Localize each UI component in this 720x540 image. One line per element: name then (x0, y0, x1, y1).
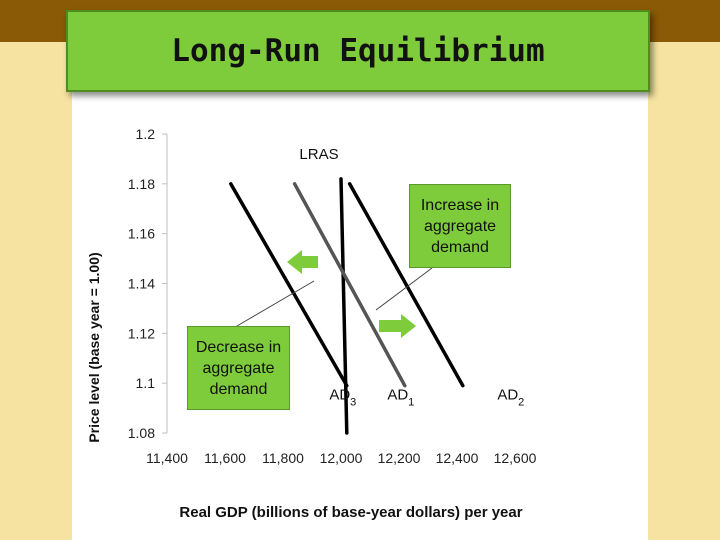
y-tick-label: 1.16 (128, 226, 155, 242)
ad2-label: AD2 (497, 387, 524, 409)
lines-layer (229, 177, 465, 435)
decrease-callout-text: Decrease in aggregate demand (195, 338, 282, 398)
left-arrow-icon (287, 250, 318, 274)
title-box: Long-Run Equilibrium (66, 10, 650, 92)
x-tick-label: 11,600 (204, 450, 246, 466)
x-tick-label: 12,200 (378, 450, 421, 466)
x-axis-title: Real GDP (billions of base-year dollars)… (179, 504, 522, 521)
ad1-label: AD1 (387, 387, 414, 409)
labels-layer: LRAS AD3 AD1 AD2 (299, 146, 524, 409)
increase-leader-line (375, 267, 433, 311)
y-tick-label: 1.14 (128, 276, 155, 292)
y-tick-label: 1.1 (136, 375, 156, 391)
x-tick-label: 12,000 (320, 450, 363, 466)
x-tick-label: 12,600 (494, 450, 537, 466)
y-tick-label: 1.2 (136, 126, 156, 142)
lras-label: LRAS (299, 146, 338, 163)
slide-panel (72, 92, 648, 540)
x-tick-label: 11,400 (146, 450, 188, 466)
x-tick-label: 11,800 (262, 450, 304, 466)
y-tick-label: 1.08 (128, 425, 155, 441)
lras-line (339, 177, 349, 435)
y-tick-label: 1.12 (128, 325, 155, 341)
ad3-line (229, 182, 349, 388)
ad3-label: AD3 (329, 387, 356, 409)
decrease-leader-line (236, 280, 315, 327)
page-title: Long-Run Equilibrium (171, 33, 545, 69)
y-tick-label: 1.18 (128, 176, 155, 192)
increase-callout-text: Increase in aggregate demand (420, 196, 500, 256)
right-arrow-icon (379, 314, 416, 338)
y-axis-title: Price level (base year = 1.00) (86, 252, 102, 442)
x-tick-label: 12,400 (436, 450, 479, 466)
decrease-callout: Decrease in aggregate demand (187, 326, 290, 410)
arrows-layer (236, 250, 433, 338)
ad2-line (347, 182, 465, 388)
increase-callout: Increase in aggregate demand (409, 184, 511, 268)
ad1-line (292, 182, 407, 388)
axes-layer: 1.08 1.1 1.12 1.14 1.16 1.18 1.2 11,400 11,600 11… (86, 126, 537, 521)
